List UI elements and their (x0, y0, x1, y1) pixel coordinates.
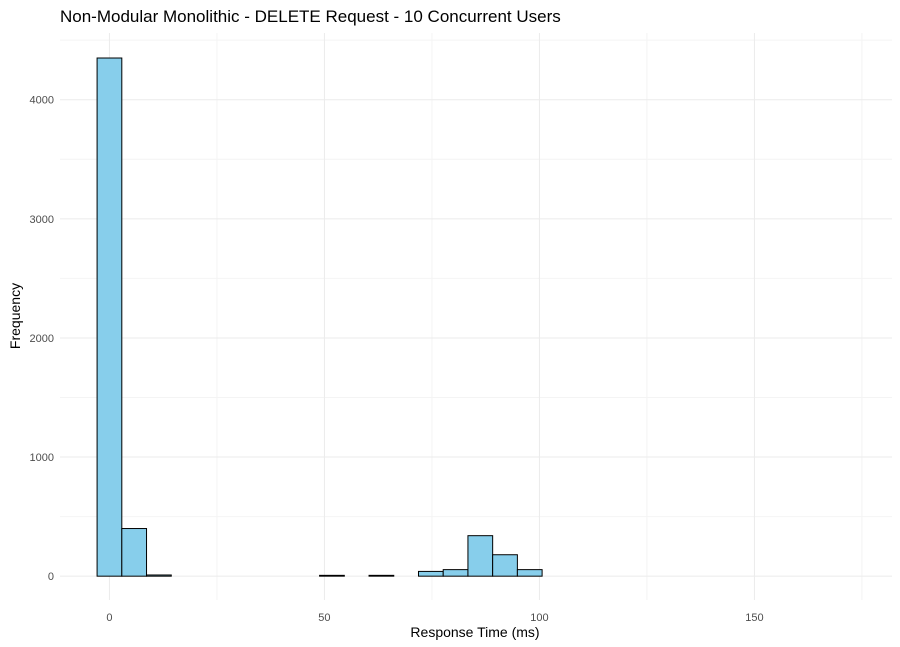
histogram-bar (319, 574, 345, 577)
y-axis-tick-labels: 0 1000 2000 3000 4000 (30, 95, 54, 583)
minor-gridlines (60, 33, 892, 600)
major-gridlines (60, 33, 892, 600)
y-tick-label: 3000 (30, 214, 54, 226)
histogram-bars (96, 57, 543, 577)
x-axis-title: Response Time (ms) (410, 624, 539, 640)
x-tick-label: 100 (530, 612, 548, 624)
x-tick-label: 50 (318, 612, 330, 624)
histogram-bar (516, 569, 543, 577)
histogram-bar (442, 569, 469, 577)
y-axis-title: Frequency (7, 283, 23, 349)
x-tick-label: 0 (106, 612, 112, 624)
y-tick-label: 2000 (30, 333, 54, 345)
histogram-bar (96, 57, 123, 577)
histogram-bar (368, 574, 395, 577)
histogram-bar (492, 554, 518, 577)
y-tick-label: 0 (48, 571, 54, 583)
histogram-bar (146, 574, 172, 577)
x-tick-label: 150 (745, 612, 763, 624)
histogram-bar (417, 570, 444, 577)
histogram-bar (121, 528, 148, 577)
y-tick-label: 4000 (30, 95, 54, 107)
histogram-bar (467, 535, 494, 577)
x-axis-tick-labels: 0 50 100 150 (106, 612, 763, 624)
chart-title: Non-Modular Monolithic - DELETE Request … (60, 7, 561, 26)
y-tick-label: 1000 (30, 452, 54, 464)
